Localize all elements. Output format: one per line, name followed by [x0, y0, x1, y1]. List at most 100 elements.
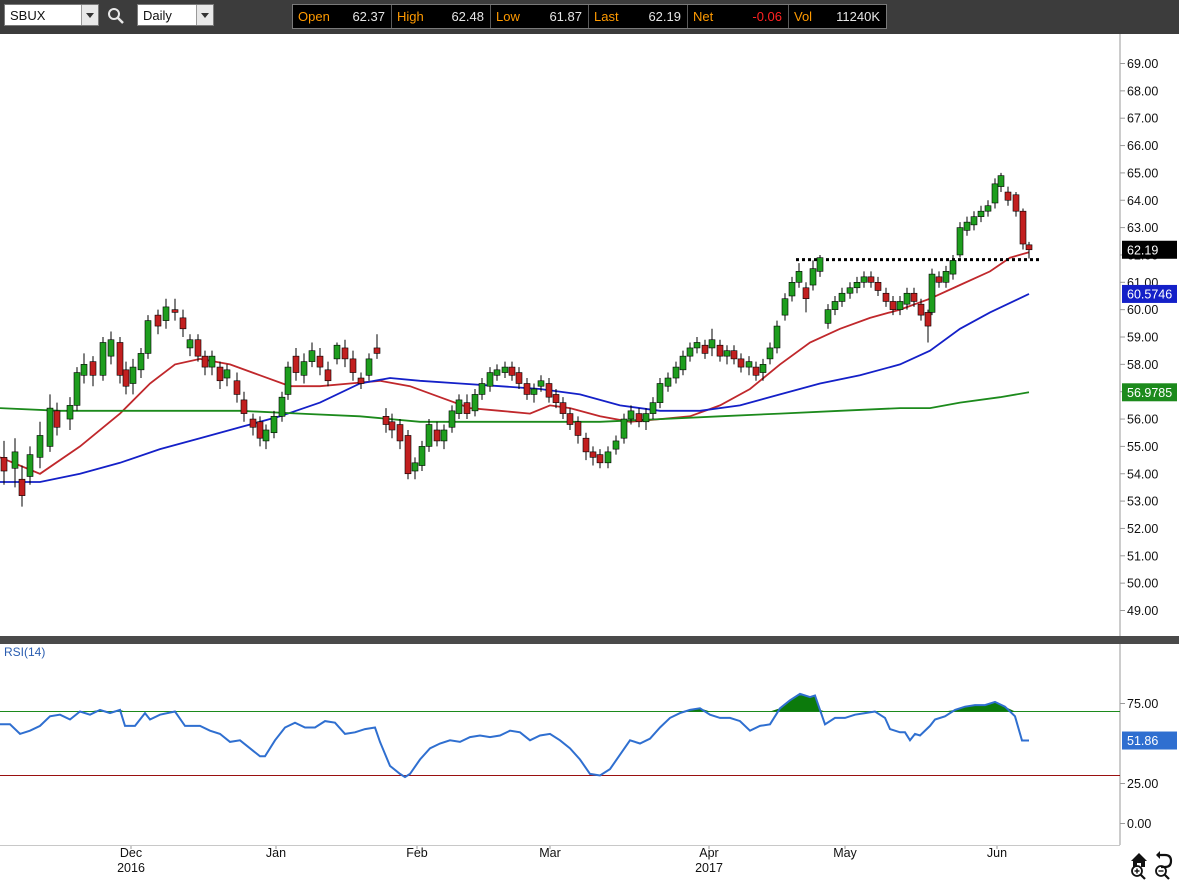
candle-body	[552, 394, 560, 403]
candle	[249, 413, 257, 436]
candle-body	[270, 416, 278, 434]
candle-body	[324, 369, 332, 382]
candle-body	[802, 287, 810, 300]
undo-icon[interactable]	[1156, 851, 1173, 869]
candle	[270, 410, 278, 439]
candle-body	[1012, 194, 1020, 212]
candle-body	[928, 273, 936, 313]
candle	[201, 350, 209, 376]
candle	[66, 397, 74, 430]
candle	[208, 350, 216, 376]
candle	[471, 388, 479, 417]
candle-body	[99, 342, 107, 376]
candle	[26, 446, 34, 485]
candle-body	[612, 440, 620, 450]
candle	[122, 361, 130, 395]
quote-label: Low	[496, 9, 520, 24]
candle-body	[679, 355, 687, 371]
candle-body	[559, 402, 567, 414]
candle-body	[956, 227, 964, 256]
date-tick-label: Feb	[406, 846, 428, 860]
candle	[831, 295, 839, 316]
candle	[664, 372, 672, 392]
candle	[679, 350, 687, 376]
period-combobox[interactable]: Daily	[137, 4, 214, 26]
candle-body	[664, 377, 672, 387]
symbol-combobox[interactable]: SBUX	[4, 4, 99, 26]
candle-body	[36, 435, 44, 458]
candle-body	[882, 292, 890, 302]
quote-label: Vol	[794, 9, 813, 24]
date-tick-label: Jan	[266, 846, 286, 860]
date-tick-year: 2017	[695, 861, 723, 875]
zoom-in-icon[interactable]	[1131, 865, 1146, 880]
candle-body	[708, 339, 716, 349]
zoom-out-icon[interactable]	[1155, 865, 1170, 880]
pane-divider[interactable]	[0, 636, 1179, 644]
candle-body	[649, 402, 657, 414]
candle	[137, 347, 145, 379]
candle	[795, 263, 803, 288]
last-price-badge: 62.19	[1127, 243, 1158, 257]
candle-body	[162, 306, 170, 321]
quote-open: Open 62.37	[293, 5, 392, 28]
candle	[99, 337, 107, 381]
candle-body	[425, 424, 433, 447]
price-tick-label: 67.00	[1127, 112, 1158, 126]
candle	[708, 328, 716, 357]
candle-body	[137, 353, 145, 371]
candle-body	[73, 372, 81, 406]
candle	[788, 276, 796, 302]
quote-low: Low 61.87	[491, 5, 589, 28]
candle	[737, 353, 745, 373]
candle	[596, 449, 604, 469]
candle	[194, 334, 202, 362]
candle-body	[278, 396, 286, 417]
candle	[545, 378, 553, 403]
candle	[463, 394, 471, 420]
price-tick-label: 50.00	[1127, 577, 1158, 591]
candle-body	[596, 454, 604, 464]
price-tick-label: 64.00	[1127, 194, 1158, 208]
rsi-overbought-area	[945, 701, 1015, 712]
candle-body	[194, 339, 202, 357]
candle	[404, 429, 412, 480]
ma-long-line	[0, 391, 1030, 423]
candle-body	[766, 347, 774, 360]
chevron-down-icon[interactable]	[81, 5, 98, 25]
candle-body	[508, 366, 516, 376]
candle	[874, 276, 882, 296]
chevron-down-icon[interactable]	[196, 5, 213, 25]
candle	[924, 309, 932, 343]
price-chart[interactable]: 69.0068.0067.0066.0065.0064.0063.0062.00…	[0, 34, 1179, 636]
candlesticks	[0, 172, 1033, 507]
date-tick-label: May	[833, 846, 857, 860]
candle-body	[440, 429, 448, 442]
candle	[656, 378, 664, 409]
candle-body	[824, 309, 832, 324]
candle-body	[448, 410, 456, 428]
rsi-tick-label: 25.00	[1127, 777, 1158, 791]
candle-body	[262, 429, 270, 442]
candle-body	[701, 344, 709, 354]
symbol-value: SBUX	[10, 8, 46, 23]
quote-bar: Open 62.37 High 62.48 Low 61.87 Last 62.…	[292, 4, 887, 29]
rsi-overbought-area	[770, 693, 825, 712]
candle-body	[154, 314, 162, 327]
candle-body	[66, 405, 74, 420]
quote-label: High	[397, 9, 424, 24]
price-tick-label: 54.00	[1127, 467, 1158, 481]
candle	[278, 391, 286, 422]
candle-body	[730, 350, 738, 360]
price-tick-label: 49.00	[1127, 604, 1158, 618]
home-icon[interactable]	[1131, 853, 1147, 867]
candle	[341, 339, 349, 368]
candle	[970, 211, 978, 231]
candle	[716, 339, 724, 362]
search-icon[interactable]	[107, 7, 125, 25]
candle	[723, 345, 731, 365]
quote-value: 62.19	[648, 9, 681, 24]
candle-body	[949, 260, 957, 275]
candle	[903, 287, 911, 310]
